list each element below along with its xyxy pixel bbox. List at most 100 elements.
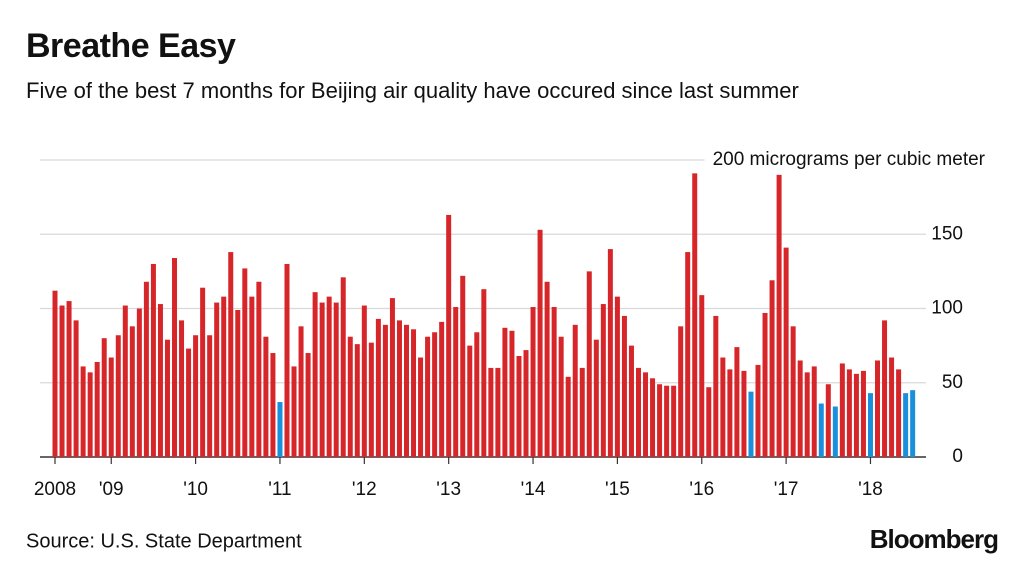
bar <box>382 324 388 457</box>
bar <box>94 361 100 457</box>
bar <box>277 402 283 457</box>
x-tick-label: '14 <box>521 479 546 500</box>
logo: Bloomberg <box>870 524 998 554</box>
bar <box>396 320 402 457</box>
bar <box>474 332 480 457</box>
bar <box>453 307 459 457</box>
bar <box>846 369 852 457</box>
bar <box>600 304 606 457</box>
bar <box>108 357 114 457</box>
bar <box>889 357 895 457</box>
bar <box>671 385 677 457</box>
x-tick-label: '18 <box>858 479 883 500</box>
x-tick-label: 2008 <box>34 479 76 500</box>
bar <box>530 307 536 457</box>
bar <box>389 298 395 457</box>
bar <box>621 315 627 457</box>
bar <box>579 367 585 457</box>
bar <box>509 330 515 457</box>
bar <box>221 296 227 457</box>
bar <box>502 327 508 457</box>
bar <box>839 363 845 457</box>
bar <box>481 289 487 457</box>
y-tick-label: 150 <box>931 223 963 244</box>
bar <box>333 302 339 457</box>
x-tick-label: '11 <box>268 479 291 500</box>
bar <box>867 393 873 457</box>
bar <box>664 385 670 457</box>
bar <box>340 277 346 457</box>
bar <box>643 372 649 457</box>
bar <box>242 268 248 457</box>
y-tick-label: 200 micrograms per cubic meter <box>713 149 986 170</box>
x-tick-label: '10 <box>183 479 208 500</box>
bar <box>832 406 838 457</box>
bar <box>270 353 276 457</box>
source: Source: U.S. State Department <box>26 530 302 552</box>
bar <box>488 367 494 457</box>
bar <box>411 329 417 457</box>
bar <box>882 320 888 457</box>
bar <box>460 275 466 457</box>
bar <box>157 304 163 457</box>
bar <box>467 345 473 457</box>
bar <box>87 372 93 457</box>
bar <box>558 336 564 457</box>
bar <box>720 357 726 457</box>
bar <box>150 263 156 457</box>
bar <box>853 373 859 457</box>
bar <box>572 324 578 457</box>
bar <box>811 366 817 457</box>
bar <box>256 281 262 457</box>
bar <box>614 296 620 457</box>
bar <box>207 335 213 457</box>
bar <box>755 364 761 457</box>
bar <box>432 332 438 457</box>
bar <box>896 369 902 457</box>
bar <box>727 369 733 457</box>
bar <box>734 347 740 457</box>
bar <box>790 326 796 457</box>
bar <box>678 326 684 457</box>
bar <box>164 339 170 457</box>
bar <box>291 366 297 457</box>
bar <box>586 271 592 457</box>
bar <box>446 214 452 457</box>
bar <box>326 296 332 457</box>
bar <box>404 324 409 457</box>
bar <box>593 339 599 457</box>
x-tick-label: '15 <box>605 479 630 500</box>
bar <box>284 263 290 457</box>
bar <box>628 345 634 457</box>
bar <box>193 335 199 457</box>
bar <box>607 249 613 457</box>
bar <box>136 308 142 457</box>
bar <box>903 393 909 457</box>
bar <box>650 378 656 457</box>
bar <box>516 356 522 457</box>
x-tick-label: '09 <box>99 479 124 500</box>
bar <box>495 367 501 457</box>
bar <box>228 252 234 457</box>
bar <box>544 281 550 457</box>
bar <box>200 287 206 457</box>
bar <box>439 321 445 457</box>
bar <box>214 302 220 457</box>
bar <box>347 336 353 457</box>
bar <box>115 335 121 457</box>
bar <box>783 247 789 457</box>
bar <box>368 342 374 457</box>
bar <box>425 336 431 457</box>
bar <box>129 326 135 457</box>
bar <box>769 280 775 457</box>
bar <box>186 348 192 457</box>
bar <box>741 370 747 457</box>
chart-title: Breathe Easy <box>26 27 236 65</box>
bar <box>762 312 768 457</box>
bar <box>713 315 719 457</box>
bar <box>635 367 641 457</box>
bar <box>523 350 529 457</box>
bar <box>375 318 381 457</box>
bar <box>172 258 178 457</box>
bar <box>804 372 810 457</box>
